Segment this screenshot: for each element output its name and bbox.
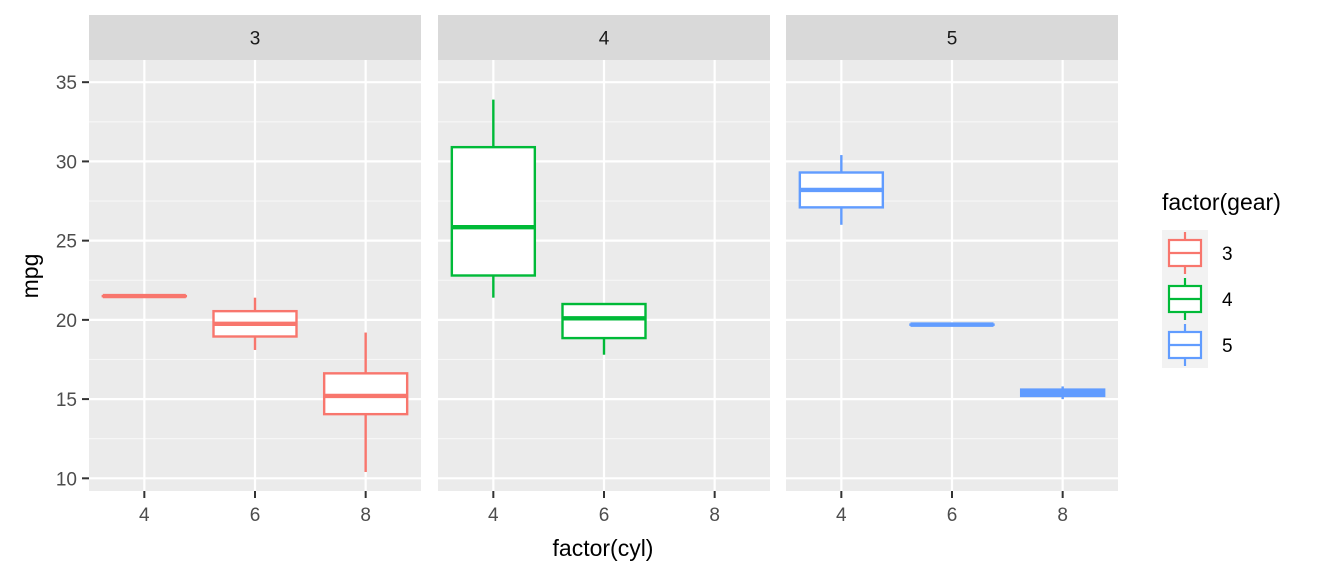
facet-panels: 3 4 5 [89,15,1118,491]
x-axis-panel-5: 4 6 8 [836,491,1068,526]
x-tick-label: 4 [488,505,499,526]
box-gear4-cyl6 [561,302,647,355]
facet-panel-5: 5 [786,15,1118,491]
y-tick-label: 15 [56,390,77,411]
facet-panel-4: 4 [438,15,770,491]
box-iqr [450,145,537,277]
box-gear5-cyl4 [798,155,885,225]
y-tick-label: 25 [56,232,77,253]
x-tick-label: 8 [709,505,720,526]
y-tick-label: 20 [56,311,77,332]
y-tick-label: 30 [56,152,77,173]
box-gear3-cyl8 [322,332,409,472]
facet-strip-label: 4 [599,29,610,50]
facet-panel-3: 3 [89,15,421,491]
x-tick-label: 8 [360,505,371,526]
y-axis-title: mpg [17,254,43,299]
box-gear4-cyl4 [450,99,537,298]
y-axis: 10 15 20 25 30 35 [56,73,89,490]
box-gear5-cyl8 [1019,386,1106,400]
x-tick-label: 6 [250,505,261,526]
legend-label: 4 [1222,290,1233,311]
facet-strip [786,15,1118,60]
box-gear3-cyl6 [212,297,298,350]
legend-title: factor(gear) [1162,189,1281,215]
x-axis-panel-3: 4 6 8 [139,491,371,526]
legend-entry-4: 4 [1162,276,1233,322]
legend-label: 3 [1222,244,1233,265]
x-axes: 4 6 8 4 6 8 4 6 8 [139,491,1068,526]
x-tick-label: 8 [1057,505,1068,526]
x-axis-panel-4: 4 6 8 [488,491,720,526]
y-tick-label: 10 [56,469,77,490]
facet-strip-label: 3 [250,29,261,50]
legend-label: 5 [1222,336,1233,357]
legend: factor(gear) 3 4 5 [1162,189,1281,368]
facet-strip [89,15,421,60]
x-axis-title: factor(cyl) [553,535,654,561]
box-iqr [561,302,647,340]
x-tick-label: 6 [599,505,610,526]
facet-strip-label: 5 [947,29,958,50]
facet-strip [438,15,770,60]
legend-entry-5: 5 [1162,322,1233,368]
x-tick-label: 4 [836,505,847,526]
y-tick-label: 35 [56,73,77,94]
x-tick-label: 6 [947,505,958,526]
legend-entry-3: 3 [1162,230,1233,276]
x-tick-label: 4 [139,505,150,526]
